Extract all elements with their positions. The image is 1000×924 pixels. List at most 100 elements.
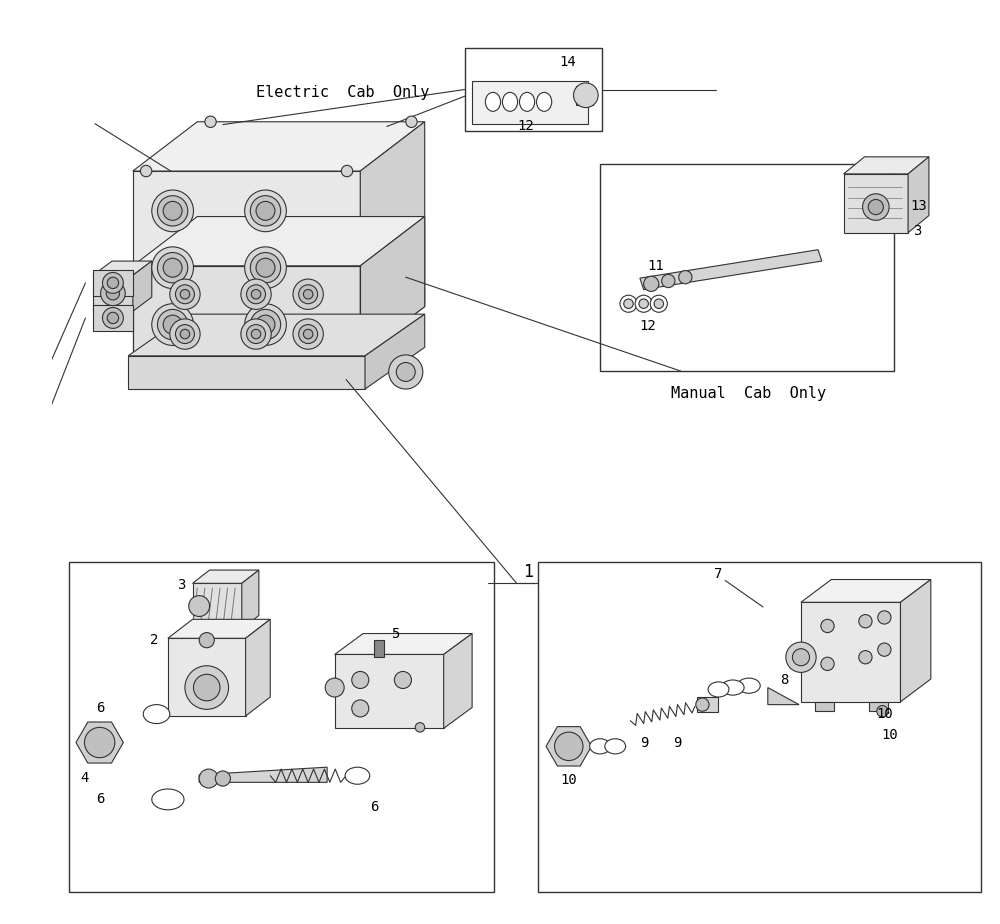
Polygon shape: [93, 275, 133, 311]
Bar: [869, 701, 888, 711]
Circle shape: [205, 116, 216, 128]
Bar: [374, 640, 384, 657]
Circle shape: [352, 699, 369, 717]
Text: 10: 10: [882, 728, 898, 742]
Text: 10: 10: [560, 773, 577, 787]
Circle shape: [251, 329, 261, 339]
Ellipse shape: [590, 739, 610, 754]
Text: 3: 3: [177, 578, 185, 592]
Circle shape: [859, 650, 872, 663]
Circle shape: [170, 279, 200, 310]
Text: 11: 11: [647, 259, 664, 273]
Text: 9: 9: [674, 736, 682, 749]
Polygon shape: [768, 687, 799, 705]
Polygon shape: [335, 634, 472, 654]
Circle shape: [635, 295, 652, 312]
Text: 8: 8: [780, 673, 788, 687]
Circle shape: [180, 289, 190, 299]
Circle shape: [163, 258, 182, 277]
Circle shape: [102, 273, 123, 293]
Circle shape: [247, 285, 266, 304]
Circle shape: [107, 277, 119, 288]
Polygon shape: [76, 722, 123, 763]
Polygon shape: [193, 570, 259, 583]
Ellipse shape: [519, 92, 535, 111]
Text: 10: 10: [877, 707, 894, 721]
Circle shape: [299, 285, 318, 304]
Circle shape: [868, 200, 883, 214]
Polygon shape: [93, 270, 133, 297]
Text: Manual  Cab  Only: Manual Cab Only: [671, 386, 826, 401]
Bar: [600, 164, 894, 371]
Circle shape: [299, 324, 318, 344]
Circle shape: [215, 771, 230, 786]
Text: 14: 14: [559, 55, 576, 69]
Circle shape: [256, 258, 275, 277]
Circle shape: [654, 299, 664, 309]
Circle shape: [406, 116, 417, 128]
Circle shape: [245, 304, 286, 346]
Ellipse shape: [605, 739, 626, 754]
Circle shape: [163, 315, 182, 334]
Text: Electric  Cab  Only: Electric Cab Only: [256, 85, 429, 100]
Circle shape: [878, 643, 891, 656]
Circle shape: [396, 362, 415, 382]
Circle shape: [247, 324, 266, 344]
Polygon shape: [801, 602, 900, 701]
Circle shape: [821, 657, 834, 671]
Circle shape: [245, 190, 286, 232]
Circle shape: [199, 769, 218, 788]
Circle shape: [859, 614, 872, 627]
Ellipse shape: [721, 680, 744, 695]
Circle shape: [256, 315, 275, 334]
Polygon shape: [801, 579, 931, 602]
Bar: [69, 563, 494, 893]
Circle shape: [157, 310, 188, 340]
Polygon shape: [640, 249, 822, 289]
Circle shape: [639, 299, 648, 309]
Circle shape: [250, 310, 281, 340]
Ellipse shape: [737, 678, 760, 693]
Polygon shape: [168, 619, 270, 638]
Circle shape: [786, 642, 816, 673]
Circle shape: [170, 319, 200, 349]
Polygon shape: [900, 579, 931, 701]
Polygon shape: [193, 583, 242, 629]
Ellipse shape: [485, 92, 501, 111]
Circle shape: [101, 281, 125, 306]
Circle shape: [163, 201, 182, 220]
Circle shape: [878, 611, 891, 624]
Circle shape: [696, 698, 709, 711]
Text: 1: 1: [523, 563, 533, 581]
Circle shape: [199, 633, 214, 648]
Circle shape: [245, 247, 286, 288]
Circle shape: [644, 276, 659, 291]
Ellipse shape: [152, 789, 184, 809]
Text: 2: 2: [150, 633, 158, 647]
Circle shape: [679, 271, 692, 284]
Polygon shape: [128, 356, 365, 389]
Circle shape: [394, 672, 411, 688]
Circle shape: [293, 279, 323, 310]
Text: 5: 5: [391, 626, 399, 640]
Circle shape: [792, 649, 810, 666]
Circle shape: [620, 295, 637, 312]
Polygon shape: [546, 726, 592, 766]
Circle shape: [241, 319, 271, 349]
Text: 12: 12: [518, 118, 535, 132]
Ellipse shape: [502, 92, 518, 111]
Polygon shape: [133, 122, 425, 171]
Circle shape: [624, 299, 633, 309]
Polygon shape: [335, 654, 444, 728]
Circle shape: [140, 165, 152, 176]
Bar: [465, 48, 602, 131]
Polygon shape: [133, 216, 425, 266]
Circle shape: [84, 727, 115, 758]
Circle shape: [152, 247, 193, 288]
Ellipse shape: [537, 92, 552, 111]
Polygon shape: [360, 216, 425, 356]
Ellipse shape: [143, 705, 170, 723]
Circle shape: [341, 165, 353, 176]
Circle shape: [180, 329, 190, 339]
Circle shape: [157, 196, 188, 226]
